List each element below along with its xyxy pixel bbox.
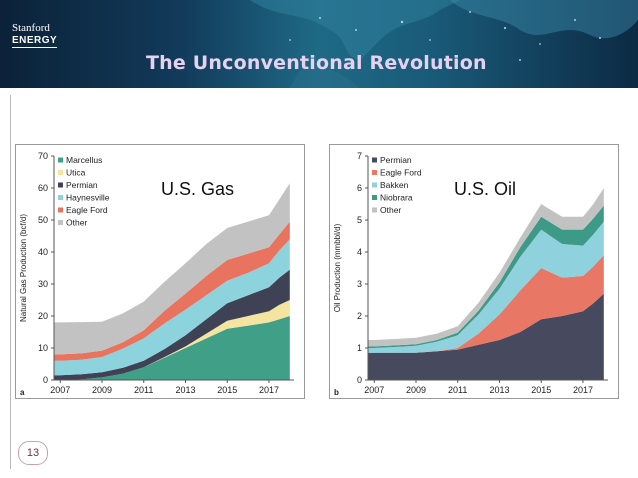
x-tick-label: 2009 bbox=[92, 385, 112, 395]
area-series-permian bbox=[368, 293, 604, 380]
y-tick-label: 50 bbox=[38, 215, 48, 225]
legend-swatch bbox=[58, 182, 63, 188]
legend-label: Permian bbox=[380, 155, 412, 165]
y-tick-label: 3 bbox=[357, 279, 362, 289]
chart-title: U.S. Oil bbox=[454, 179, 516, 199]
brand-logo[interactable]: Stanford ENERGY bbox=[12, 22, 58, 48]
x-tick-label: 2015 bbox=[217, 385, 237, 395]
y-axis-label: Natural Gas Production (bcf/d) bbox=[19, 214, 28, 322]
oil-chart: 0 1 2 3 4 5 6 7 2007 2009 2011 2013 2015 2017 Oil Prod… bbox=[333, 151, 608, 397]
world-map-background bbox=[250, 0, 638, 88]
legend-swatch bbox=[58, 195, 63, 200]
panel-label: b bbox=[334, 388, 339, 397]
legend-swatch bbox=[58, 207, 63, 213]
y-tick-label: 10 bbox=[38, 343, 48, 353]
y-tick-label: 5 bbox=[357, 215, 362, 225]
area-series-utica bbox=[54, 300, 290, 380]
legend-label: Haynesville bbox=[66, 193, 110, 203]
brand-line-2: ENERGY bbox=[12, 35, 58, 48]
legend-swatch bbox=[58, 157, 63, 163]
y-tick-label: 40 bbox=[38, 247, 48, 257]
y-tick-label: 30 bbox=[38, 279, 48, 289]
x-tick-label: 2009 bbox=[406, 385, 426, 395]
legend-label: Bakken bbox=[380, 180, 409, 190]
page-number-badge: 13 bbox=[18, 441, 48, 465]
content-frame bbox=[10, 95, 628, 469]
x-tick-label: 2011 bbox=[448, 385, 467, 395]
area-series-marcellus bbox=[54, 316, 290, 380]
y-tick-label: 2 bbox=[357, 311, 362, 321]
legend-label: Niobrara bbox=[380, 193, 413, 203]
y-tick-label: 0 bbox=[357, 375, 362, 385]
y-tick-label: 4 bbox=[357, 247, 362, 257]
legend-label: Eagle Ford bbox=[66, 205, 108, 215]
legend-label: Utica bbox=[66, 168, 86, 178]
x-tick-label: 2015 bbox=[531, 385, 551, 395]
gas-chart: 0 10 20 30 40 50 60 70 2007 2009 2011 2013 2015 2017 N… bbox=[19, 151, 294, 397]
legend-swatch bbox=[372, 182, 377, 188]
x-tick-label: 2013 bbox=[175, 385, 195, 395]
y-tick-label: 0 bbox=[43, 375, 48, 385]
area-series-other bbox=[54, 183, 290, 355]
oil-chart-panel: 0 1 2 3 4 5 6 7 2007 2009 2011 2013 2015 2017 Oil Prod… bbox=[329, 144, 619, 399]
x-tick-label: 2007 bbox=[50, 385, 70, 395]
chart-title: U.S. Gas bbox=[161, 179, 234, 199]
y-tick-label: 70 bbox=[38, 151, 48, 161]
area-series-bakken bbox=[368, 221, 604, 353]
header-banner: Stanford ENERGY The Unconventional Revol… bbox=[0, 0, 638, 88]
legend-label: Permian bbox=[66, 180, 98, 190]
legend-swatch bbox=[372, 195, 377, 200]
y-tick-label: 7 bbox=[357, 151, 362, 161]
legend-label: Other bbox=[66, 218, 87, 228]
legend-label: Other bbox=[380, 205, 401, 215]
legend-swatch bbox=[372, 157, 377, 163]
legend-swatch bbox=[372, 207, 377, 213]
page-title: The Unconventional Revolution bbox=[146, 52, 487, 74]
brand-line-1: Stanford bbox=[12, 22, 50, 34]
x-tick-label: 2013 bbox=[489, 385, 509, 395]
x-tick-label: 2017 bbox=[573, 385, 593, 395]
legend-label: Eagle Ford bbox=[380, 168, 422, 178]
x-tick-label: 2011 bbox=[134, 385, 153, 395]
legend-swatch bbox=[372, 170, 377, 175]
y-tick-label: 1 bbox=[357, 343, 362, 353]
panel-label: a bbox=[20, 388, 25, 397]
legend-swatch bbox=[58, 220, 63, 225]
gas-chart-panel: 0 10 20 30 40 50 60 70 2007 2009 2011 2013 2015 2017 N… bbox=[15, 144, 305, 399]
x-tick-label: 2017 bbox=[259, 385, 279, 395]
y-axis-label: Oil Production (mmbbl/d) bbox=[333, 223, 342, 312]
legend-label: Marcellus bbox=[66, 155, 102, 165]
y-tick-label: 6 bbox=[357, 183, 362, 193]
y-tick-label: 60 bbox=[38, 183, 48, 193]
x-tick-label: 2007 bbox=[364, 385, 384, 395]
area-series-haynesville bbox=[54, 239, 290, 376]
legend-swatch bbox=[58, 170, 63, 175]
area-series-eagle-ford bbox=[368, 255, 604, 353]
y-tick-label: 20 bbox=[38, 311, 48, 321]
